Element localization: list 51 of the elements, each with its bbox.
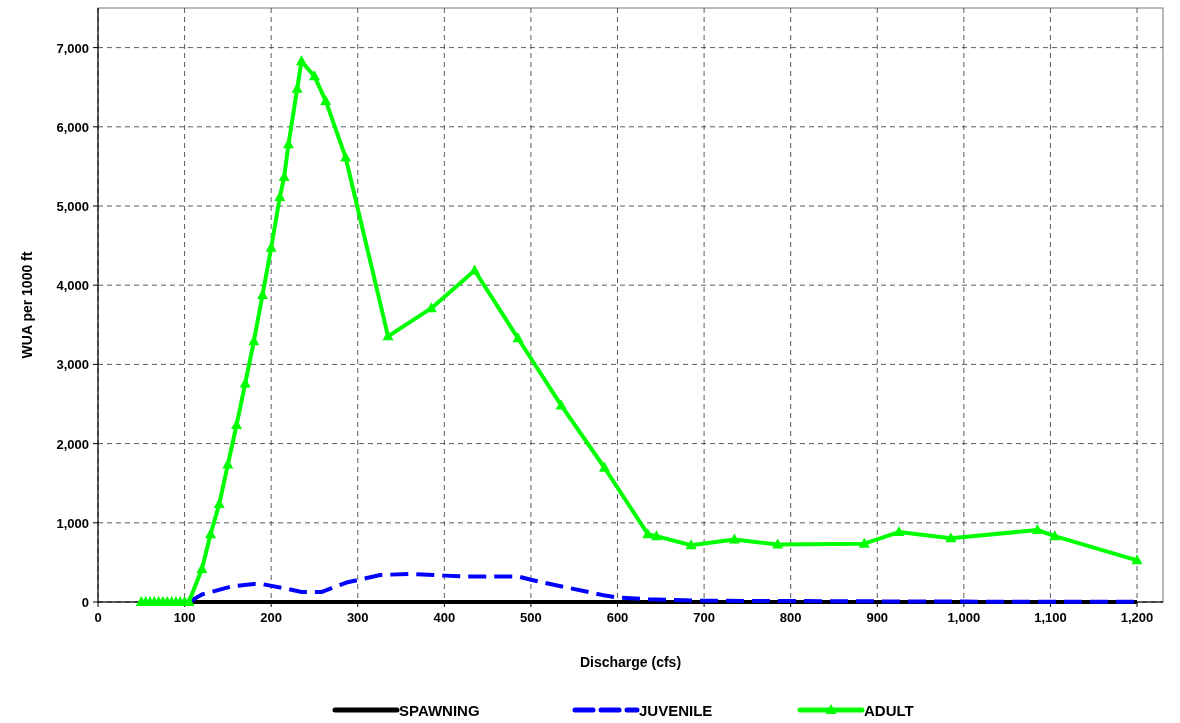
point: [1049, 530, 1061, 541]
y-tick-label: 2,000: [56, 436, 89, 452]
point: [642, 528, 654, 539]
point: [320, 94, 332, 105]
point: [340, 151, 352, 162]
y-tick-label: 4,000: [56, 278, 89, 294]
y-tick-label: 5,000: [56, 199, 89, 214]
point: [239, 377, 251, 388]
x-tick-label: 600: [606, 610, 629, 625]
x-tick-label: 700: [693, 610, 715, 625]
point: [469, 264, 481, 275]
x-tick-label: 1,200: [1120, 610, 1154, 625]
y-tick-label: 7,000: [56, 40, 89, 56]
legend-label: ADULT: [864, 702, 914, 719]
legend-label: SPAWNING: [399, 702, 480, 719]
x-tick-label: 100: [173, 610, 196, 625]
point: [213, 498, 225, 509]
x-tick-label: 200: [260, 610, 283, 625]
point: [1131, 554, 1143, 565]
x-tick-label: 800: [779, 610, 802, 625]
y-tick-label: 0: [81, 595, 89, 610]
x-tick-label: 0: [94, 610, 102, 625]
point: [196, 562, 208, 573]
point: [893, 526, 905, 537]
point: [858, 537, 870, 548]
x-tick-label: 900: [866, 610, 889, 625]
x-tick-label: 1,000: [947, 610, 981, 625]
x-axis-title: Discharge (cfs): [579, 654, 682, 670]
y-tick-label: 1,000: [56, 515, 89, 531]
x-tick-label: 300: [346, 610, 369, 625]
point: [685, 539, 697, 550]
y-tick-label: 3,000: [56, 357, 89, 373]
point: [308, 70, 320, 81]
point: [512, 332, 524, 343]
legend-label: JUVENILE: [639, 702, 713, 719]
x-tick-label: 500: [520, 610, 542, 625]
point: [205, 528, 217, 539]
x-tick-label: 1,100: [1034, 610, 1067, 625]
point: [555, 399, 567, 410]
point: [599, 461, 611, 472]
point: [1031, 524, 1043, 535]
point: [295, 55, 307, 66]
y-axis-title: WUA per 1000 ft: [19, 251, 35, 359]
y-tick-label: 6,000: [56, 119, 89, 135]
point: [282, 138, 294, 149]
point: [945, 532, 957, 543]
point: [382, 330, 394, 341]
point: [772, 538, 784, 549]
point: [728, 533, 740, 544]
point: [650, 530, 662, 541]
x-tick-label: 400: [433, 610, 456, 625]
